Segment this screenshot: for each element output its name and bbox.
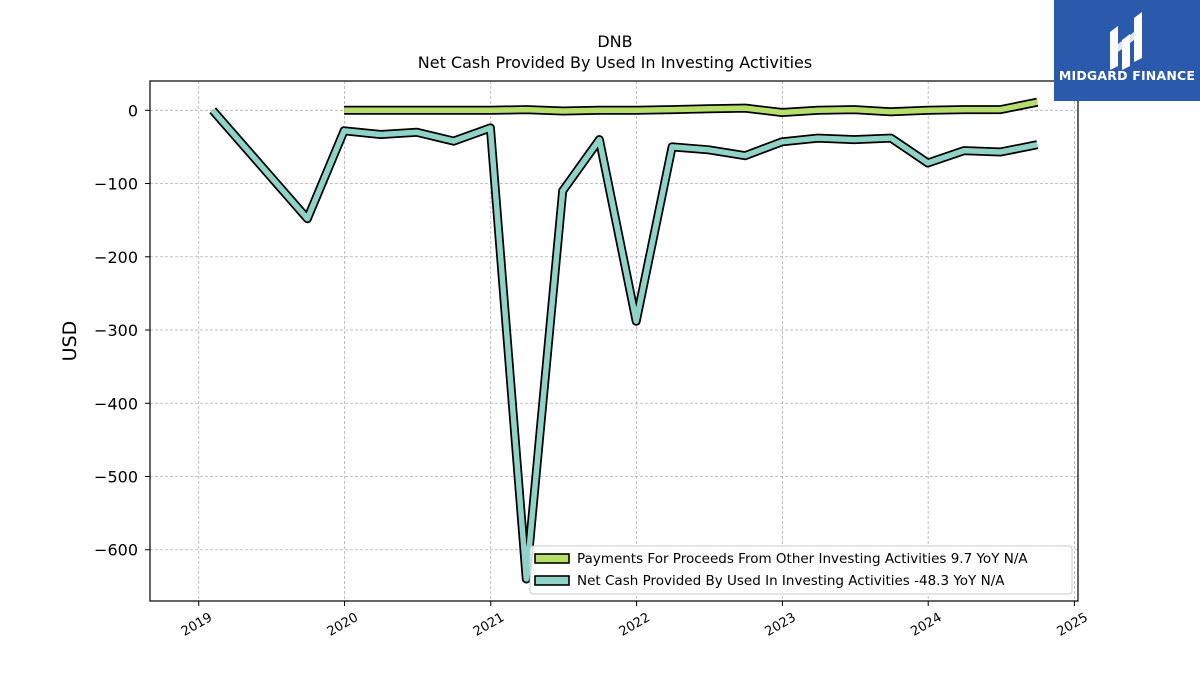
x-tick-label: 2023 [763, 610, 799, 640]
y-tick-label: −300 [94, 321, 138, 340]
y-axis: 0 −100 −200 −300 −400 −500 −600 [94, 101, 150, 560]
legend-swatch [534, 553, 570, 564]
y-tick-label: −100 [94, 175, 138, 194]
y-axis-label: USD [59, 321, 81, 362]
chart-subtitle: Net Cash Provided By Used In Investing A… [418, 53, 812, 72]
chart-title: DNB [597, 32, 632, 51]
x-tick-label: 2019 [179, 610, 215, 640]
x-tick-label: 2024 [908, 610, 944, 640]
brand-name: MIDGARD FINANCE [1058, 68, 1196, 83]
y-tick-label: −400 [94, 394, 138, 413]
x-tick-label: 2020 [325, 610, 361, 640]
brand-logo: MIDGARD FINANCE [1054, 0, 1200, 101]
series-1-line [210, 108, 1038, 582]
x-tick-label: 2021 [471, 610, 507, 640]
legend-swatch [534, 575, 570, 586]
series-1-outline [209, 107, 1039, 584]
x-tick-label: 2022 [617, 610, 653, 640]
legend-label: Net Cash Provided By Used In Investing A… [577, 573, 1005, 589]
y-tick-label: −500 [94, 467, 138, 486]
x-tick-label: 2025 [1055, 610, 1091, 640]
plot-frame [149, 80, 1079, 602]
legend-label: Payments For Proceeds From Other Investi… [577, 551, 1028, 567]
series-layer [209, 97, 1039, 584]
logo-mark-icon [1110, 12, 1142, 70]
x-axis: 2019 2020 2021 2022 2023 2024 2025 [179, 601, 1091, 640]
y-tick-label: −200 [94, 248, 138, 267]
series-0-line [344, 99, 1038, 116]
y-tick-label: −600 [94, 541, 138, 560]
grid-lines [150, 81, 1078, 601]
legend-box [529, 545, 1073, 595]
y-tick-label: 0 [128, 101, 138, 120]
legend: Payments For Proceeds From Other Investi… [529, 545, 1073, 595]
